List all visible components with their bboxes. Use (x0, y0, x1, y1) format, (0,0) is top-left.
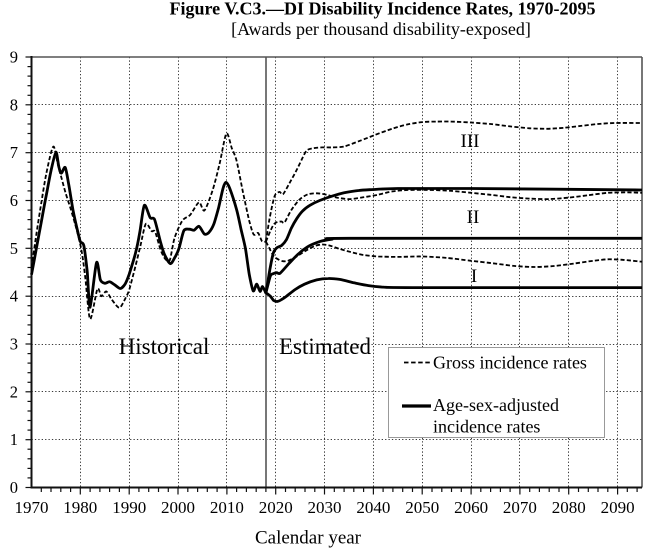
svg-text:1990: 1990 (112, 498, 146, 517)
svg-text:Age-sex-adjusted: Age-sex-adjusted (433, 395, 559, 415)
svg-text:III: III (461, 131, 480, 152)
svg-text:2070: 2070 (503, 498, 537, 517)
svg-text:1980: 1980 (63, 498, 97, 517)
svg-text:2060: 2060 (454, 498, 488, 517)
svg-text:2030: 2030 (308, 498, 342, 517)
svg-text:2: 2 (10, 382, 18, 401)
svg-text:2000: 2000 (161, 498, 195, 517)
svg-text:[Awards per thousand disabilit: [Awards per thousand disability-exposed] (231, 19, 531, 39)
svg-text:Estimated: Estimated (279, 334, 371, 359)
svg-text:2010: 2010 (210, 498, 244, 517)
svg-text:0: 0 (10, 478, 18, 497)
svg-text:2050: 2050 (405, 498, 439, 517)
svg-text:5: 5 (10, 239, 18, 258)
svg-text:II: II (467, 207, 480, 228)
svg-text:1: 1 (10, 430, 18, 449)
svg-text:Calendar year: Calendar year (255, 528, 362, 549)
svg-text:2040: 2040 (356, 498, 390, 517)
svg-text:I: I (471, 266, 477, 287)
svg-text:8: 8 (10, 95, 18, 114)
svg-text:7: 7 (10, 143, 18, 162)
svg-text:Historical: Historical (119, 334, 210, 359)
svg-text:1970: 1970 (15, 498, 49, 517)
svg-text:9: 9 (10, 48, 18, 67)
svg-text:4: 4 (10, 287, 18, 306)
svg-text:Gross incidence rates: Gross incidence rates (433, 353, 587, 373)
svg-text:2080: 2080 (552, 498, 586, 517)
svg-text:Figure V.C3.—DI Disability Inc: Figure V.C3.—DI Disability Incidence Rat… (169, 0, 595, 19)
svg-text:incidence rates: incidence rates (433, 417, 540, 437)
svg-text:2090: 2090 (601, 498, 635, 517)
svg-text:6: 6 (10, 191, 18, 210)
svg-text:2020: 2020 (259, 498, 293, 517)
svg-text:3: 3 (10, 335, 18, 354)
